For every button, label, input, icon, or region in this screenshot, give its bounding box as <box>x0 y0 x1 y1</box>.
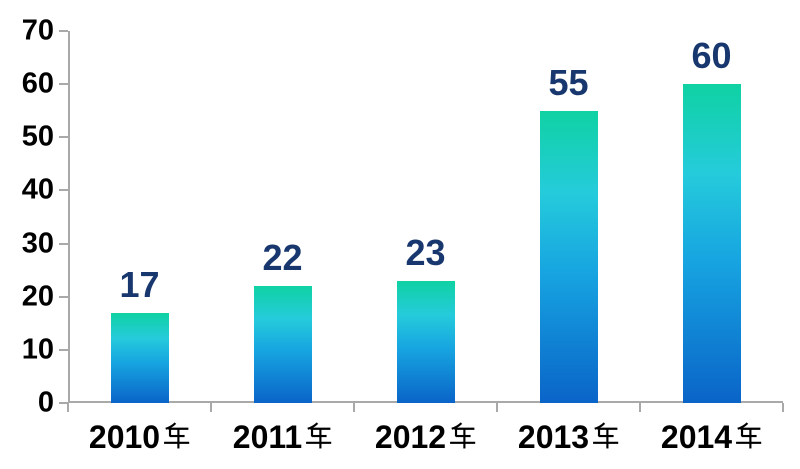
x-axis-category-label: 2012 <box>354 415 497 459</box>
y-axis-tick-label: 20 <box>21 280 54 313</box>
bar-value-label: 60 <box>691 35 732 77</box>
y-axis-tick <box>59 30 68 32</box>
bar-2014 <box>682 84 741 403</box>
x-axis-category-label: 2011 <box>211 415 354 459</box>
bar-value-label: 55 <box>548 61 589 103</box>
y-axis-tick <box>59 295 68 298</box>
x-axis-tick <box>782 403 784 412</box>
year-number: 2012 <box>374 419 447 455</box>
bar-value-label: 22 <box>262 237 303 279</box>
y-axis-tick <box>59 348 68 351</box>
y-axis-tick-label: 60 <box>21 67 54 100</box>
x-axis-category-label: 2013 <box>497 415 640 459</box>
y-axis-tick <box>59 189 68 192</box>
year-kanji-icon <box>736 422 762 449</box>
y-axis-tick-label: 70 <box>21 14 54 47</box>
y-axis-tick <box>59 136 68 139</box>
year-kanji-icon <box>593 422 619 449</box>
bar-2013 <box>539 110 598 403</box>
x-axis-tick <box>353 403 355 412</box>
y-axis-tick-label: 40 <box>21 173 54 206</box>
x-axis-category-label: 2014 <box>640 415 783 459</box>
bar-value-label: 23 <box>405 231 446 273</box>
y-axis-tick <box>59 83 68 86</box>
bar-value-label: 17 <box>119 263 160 305</box>
y-axis-tick <box>59 242 68 245</box>
year-kanji-icon <box>164 422 190 449</box>
x-axis-tick <box>210 403 212 412</box>
bar-2011 <box>253 286 312 403</box>
x-axis-category-label: 2010 <box>68 415 211 459</box>
year-kanji-icon <box>306 422 332 449</box>
y-axis-tick-label: 10 <box>21 333 54 366</box>
y-axis-tick <box>59 402 68 404</box>
y-axis-tick-label: 50 <box>21 120 54 153</box>
bar-2012 <box>396 280 455 403</box>
year-number: 2011 <box>232 419 303 455</box>
year-number: 2010 <box>88 419 161 455</box>
x-axis-tick <box>496 403 498 412</box>
y-axis-tick-label: 0 <box>37 386 54 419</box>
y-axis-tick-label: 30 <box>21 227 54 260</box>
x-axis-tick <box>639 403 641 412</box>
year-number: 2014 <box>660 419 733 455</box>
bar-2010 <box>110 312 169 403</box>
year-kanji-icon <box>450 422 476 449</box>
x-axis-tick <box>67 403 69 412</box>
year-number: 2013 <box>517 419 590 455</box>
